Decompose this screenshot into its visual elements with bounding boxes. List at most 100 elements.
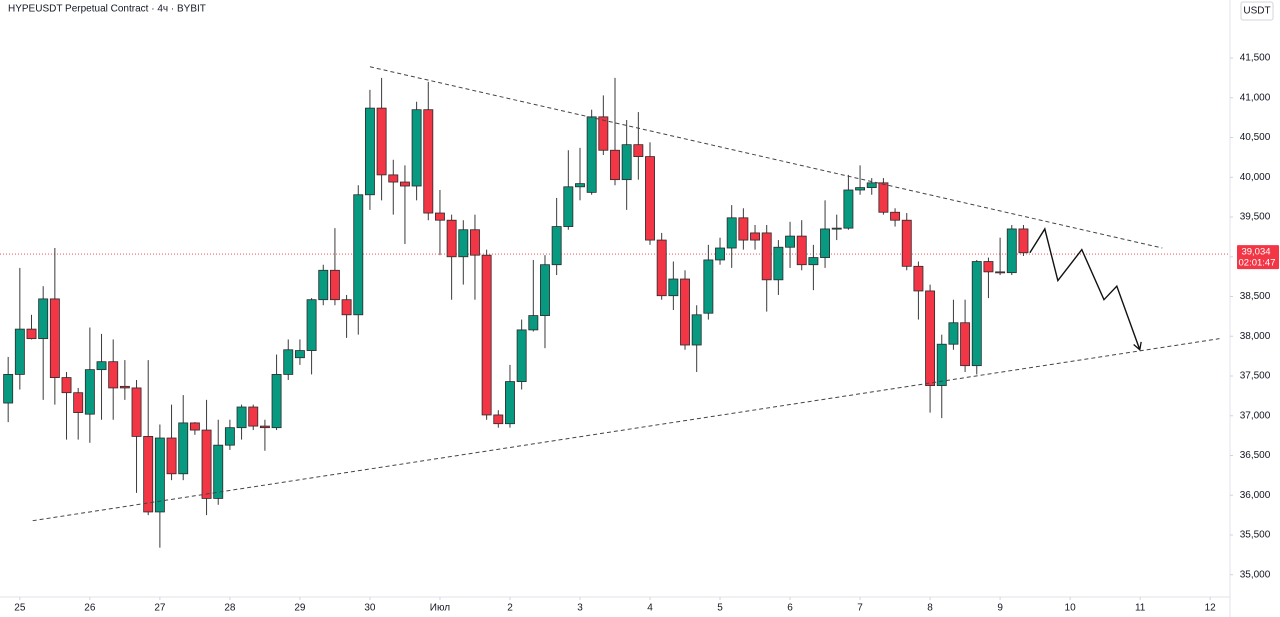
candle-body	[505, 381, 515, 425]
candle-body	[399, 181, 410, 187]
unit-label: USDT	[1243, 6, 1270, 17]
candle-body	[866, 182, 877, 189]
x-tick-label: 28	[224, 603, 236, 614]
x-tick-label: 5	[717, 603, 723, 614]
candle-body	[49, 298, 60, 378]
last-price-label: 39,034	[1241, 247, 1270, 258]
candle-body	[108, 361, 119, 389]
y-tick-label: 38,500	[1240, 291, 1271, 302]
candle-body	[248, 406, 259, 427]
y-tick-label: 37,000	[1240, 410, 1271, 421]
candle-body	[796, 235, 807, 266]
y-tick-label: 39,500	[1240, 212, 1271, 223]
x-tick-label: 12	[1205, 603, 1217, 614]
candle-body	[598, 116, 609, 151]
x-tick-label: 6	[787, 603, 793, 614]
candle-body	[224, 427, 235, 446]
candle-body	[318, 269, 329, 301]
projection-path	[1029, 227, 1142, 352]
x-tick-label: 4	[647, 603, 653, 614]
candle-body	[540, 264, 550, 316]
candle-body	[435, 212, 445, 221]
x-tick-label: 11	[1135, 603, 1146, 614]
x-tick-label: 27	[154, 603, 166, 614]
unit-box	[1240, 1, 1274, 21]
candle-body	[14, 328, 25, 375]
candle-body	[551, 226, 562, 266]
x-tick-label: 3	[577, 603, 583, 614]
x-tick-label: Июл	[430, 603, 450, 614]
candle-body	[119, 385, 130, 389]
candle-body	[528, 315, 539, 331]
candle-body	[878, 182, 889, 213]
candle-body	[831, 227, 842, 230]
candle-body	[750, 232, 760, 241]
candle-body	[995, 271, 1006, 274]
x-tick-label: 30	[364, 603, 376, 614]
candle-body	[470, 229, 480, 256]
candle-body	[586, 116, 597, 193]
candle-body	[61, 377, 72, 394]
y-tick-label: 35,500	[1240, 530, 1271, 541]
candle-body	[26, 328, 37, 340]
candle-body	[423, 109, 434, 214]
candle-body	[1018, 228, 1029, 254]
candle-body	[213, 444, 224, 499]
candle-body	[691, 314, 702, 346]
y-tick-label: 35,000	[1240, 569, 1271, 580]
candle-body	[726, 217, 737, 249]
x-tick-label: 7	[857, 603, 863, 614]
candle-body	[154, 437, 165, 513]
candle-body	[610, 149, 620, 181]
candle-body	[936, 343, 947, 386]
candle-body	[703, 259, 714, 314]
countdown-label: 02:01:47	[1239, 258, 1276, 269]
candle-body	[948, 322, 959, 345]
candle-body	[901, 219, 912, 267]
candle-body	[785, 235, 795, 248]
candle-body	[621, 144, 632, 181]
candle-body	[575, 183, 585, 188]
candle-body	[855, 187, 866, 191]
y-tick-label: 40,000	[1240, 172, 1271, 183]
candle-body	[516, 329, 527, 382]
x-tick-label: 10	[1065, 603, 1077, 614]
candle-body	[271, 374, 282, 429]
y-tick-label: 41,500	[1240, 53, 1271, 64]
candle-body	[761, 232, 772, 281]
candle-body	[960, 322, 971, 367]
trend-line	[369, 66, 1163, 249]
chart-title: HYPEUSDT Perpetual Contract · 4ч · BYBIT	[8, 4, 206, 15]
y-tick-label: 37,500	[1240, 371, 1271, 382]
candle-body	[341, 299, 352, 316]
candle-body	[843, 189, 854, 229]
candle-body	[329, 269, 340, 301]
candle-body	[633, 144, 644, 158]
candle-body	[353, 194, 364, 316]
candle-body	[259, 425, 270, 429]
x-tick-label: 8	[927, 603, 933, 614]
candle-body	[38, 298, 49, 340]
candle-body	[668, 278, 679, 297]
candle-body	[306, 299, 317, 351]
candle-body	[189, 422, 200, 431]
candle-body	[481, 254, 492, 416]
candle-body	[645, 156, 655, 241]
candle-body	[3, 374, 14, 404]
candle-body	[131, 387, 142, 437]
candle-body	[236, 406, 247, 429]
candle-body	[166, 437, 177, 475]
y-tick-label: 36,500	[1240, 450, 1271, 461]
y-tick-label: 38,000	[1240, 331, 1271, 342]
candle-body	[983, 261, 994, 273]
last-price-badge	[1237, 245, 1279, 270]
x-tick-label: 26	[84, 603, 96, 614]
y-tick-label: 40,500	[1240, 132, 1271, 143]
candle-body	[913, 265, 924, 292]
candle-body	[656, 239, 667, 297]
candle-body	[446, 219, 457, 258]
candle-body	[925, 290, 936, 386]
